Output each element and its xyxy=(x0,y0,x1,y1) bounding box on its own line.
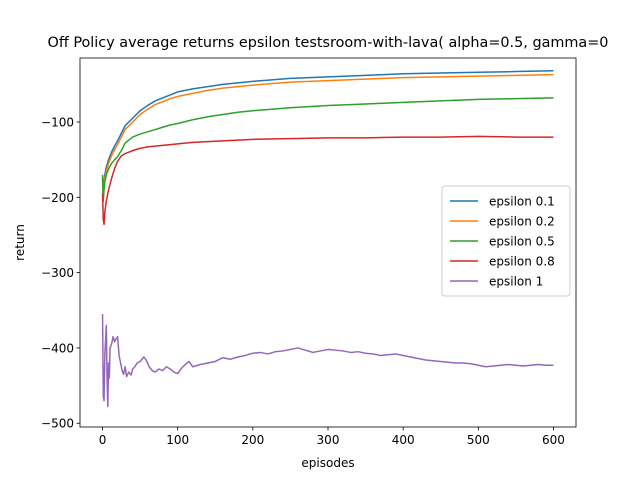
y-tick-label: −500 xyxy=(41,417,74,431)
legend-label-1: epsilon 0.1 xyxy=(489,195,555,209)
x-axis-label: episodes xyxy=(301,456,354,470)
y-tick-label: −300 xyxy=(41,266,74,280)
series-line-1 xyxy=(101,70,554,195)
legend-label-2: epsilon 0.2 xyxy=(489,215,555,229)
series-line-2 xyxy=(101,73,554,199)
x-tick-label: 200 xyxy=(241,433,264,447)
series-line-4 xyxy=(101,135,554,226)
y-tick-label: −200 xyxy=(41,191,74,205)
chart-title: Off Policy average returns epsilon tests… xyxy=(48,35,609,51)
x-tick-label: 500 xyxy=(467,433,490,447)
x-tick-label: 0 xyxy=(99,433,107,447)
series-line-5 xyxy=(101,314,554,408)
x-tick-label: 400 xyxy=(392,433,415,447)
x-tick-label: 600 xyxy=(542,433,565,447)
legend-label-5: epsilon 1 xyxy=(489,275,543,289)
y-tick-label: −400 xyxy=(41,341,74,355)
y-axis-ticks: −500 −400 −300 −200 −100 xyxy=(41,116,80,431)
y-tick-label: −100 xyxy=(41,116,74,130)
legend: epsilon 0.1 epsilon 0.2 epsilon 0.5 epsilon… xyxy=(441,185,571,297)
legend-label-3: epsilon 0.5 xyxy=(489,235,555,249)
series-line-3 xyxy=(101,97,554,202)
x-axis-ticks: 0 100 200 300 400 500 600 xyxy=(99,427,565,447)
y-axis-label: return xyxy=(13,224,27,261)
legend-label-4: epsilon 0.8 xyxy=(489,255,555,269)
x-tick-label: 300 xyxy=(317,433,340,447)
x-tick-label: 100 xyxy=(166,433,189,447)
series-layer xyxy=(101,70,554,408)
legend-frame xyxy=(441,185,571,297)
